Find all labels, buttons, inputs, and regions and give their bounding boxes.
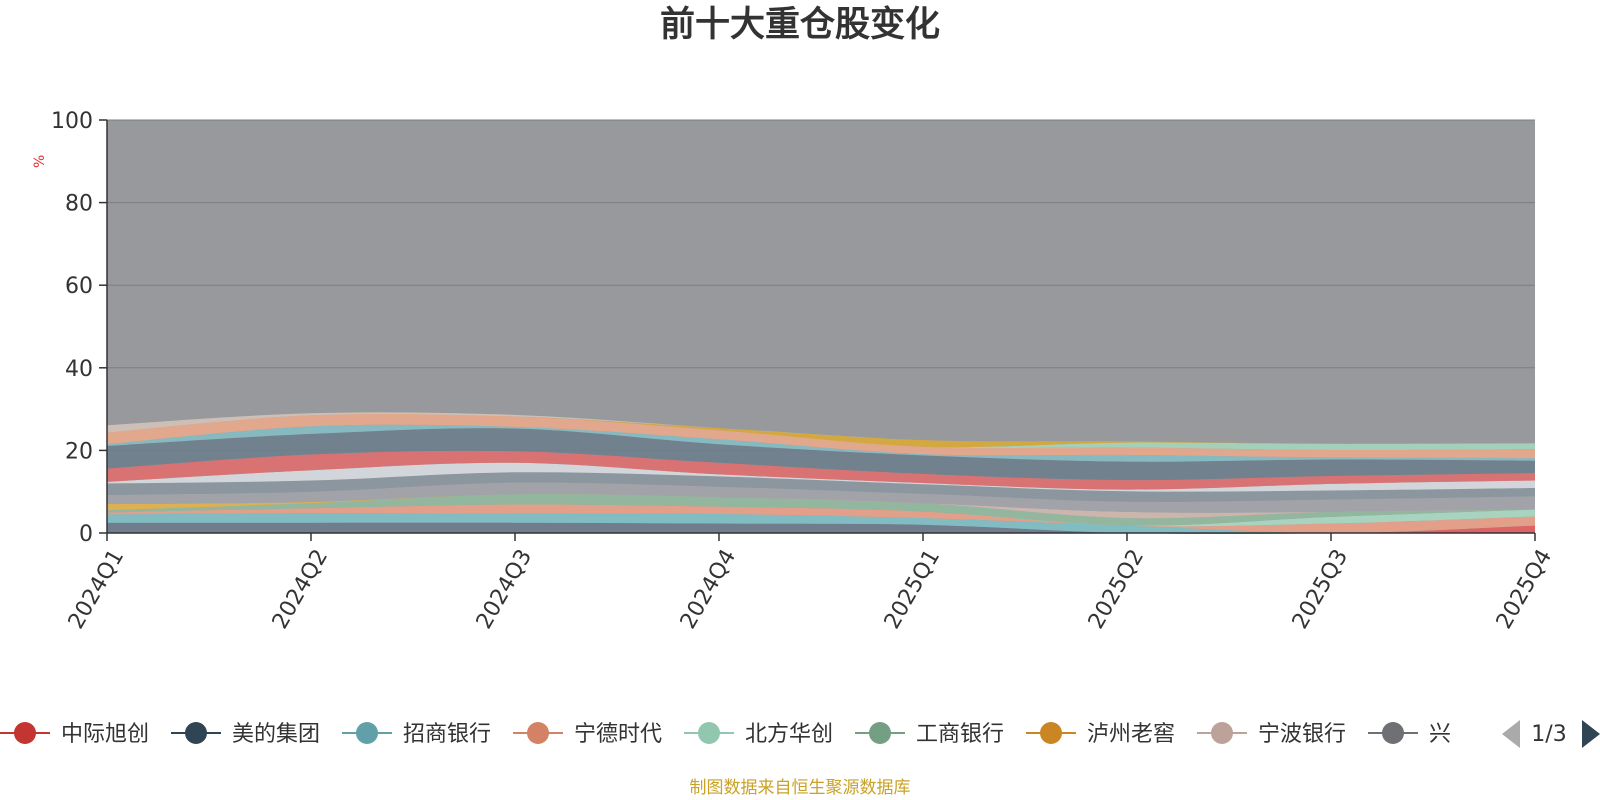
legend-prev-page-icon[interactable] (1502, 720, 1520, 748)
legend-item[interactable]: 工商银行 (855, 722, 1004, 747)
legend-dot-marker (356, 722, 378, 744)
legend-label: 工商银行 (916, 722, 1004, 747)
legend-item[interactable]: 宁波银行 (1197, 722, 1346, 747)
x-tick-label: 2025Q2 (1084, 545, 1149, 633)
area-series-17 (107, 413, 1535, 448)
x-tick-label: 2025Q1 (880, 545, 945, 633)
legend-label: 中际旭创 (61, 722, 149, 747)
legend-label: 招商银行 (403, 722, 491, 747)
legend-label: 宁波银行 (1258, 722, 1346, 747)
legend-page-indicator: 1/3 (1531, 722, 1566, 747)
legend-dot-marker (869, 722, 891, 744)
legend-item[interactable]: 泸州老窖 (1026, 722, 1175, 747)
y-axis-label: % (32, 155, 48, 168)
y-tick-label: 60 (65, 274, 93, 299)
legend-item[interactable]: 宁德时代 (513, 722, 662, 747)
legend: 中际旭创 美的集团 招商银行 宁德时代 北方华创 工商银行 泸州老窖 宁波银行 兴 (0, 722, 1451, 747)
legend-next-page-icon[interactable] (1582, 720, 1600, 748)
legend-dot-marker (698, 722, 720, 744)
area-series-13 (107, 428, 1535, 481)
y-tick-label: 0 (79, 522, 93, 547)
area-series-15 (107, 413, 1535, 459)
area-series-6 (107, 493, 1535, 526)
area-series-3 (107, 513, 1535, 534)
area-series-12 (107, 450, 1535, 490)
y-tick-label: 100 (51, 109, 93, 134)
x-tick-label: 2025Q4 (1492, 545, 1557, 633)
legend-dot-marker (527, 722, 549, 744)
legend-dot-marker (1040, 722, 1062, 744)
area-series-10 (107, 472, 1535, 502)
x-tick-label: 2024Q4 (676, 545, 741, 633)
area-series-11 (107, 462, 1535, 492)
y-tick-label: 20 (65, 439, 93, 464)
legend-label: 美的集团 (232, 722, 320, 747)
legend-dot-marker (185, 722, 207, 744)
legend-dot-marker (1211, 722, 1233, 744)
legend-pager[interactable]: 1/3 (1502, 720, 1600, 748)
area-series-2 (107, 522, 1535, 534)
legend-label: 北方华创 (745, 722, 833, 747)
legend-label: 宁德时代 (574, 722, 662, 747)
area-series-9 (107, 482, 1535, 513)
legend-item[interactable]: 北方华创 (684, 722, 833, 747)
y-tick-label: 40 (65, 357, 93, 382)
area-series-4 (107, 504, 1535, 533)
x-tick-label: 2024Q1 (64, 545, 129, 633)
area-series-16 (107, 413, 1535, 451)
legend-item[interactable]: 美的集团 (171, 722, 320, 747)
legend-dot-marker (1382, 722, 1404, 744)
legend-label: 泸州老窖 (1087, 722, 1175, 747)
chart-title: 前十大重仓股变化 (659, 5, 940, 45)
legend-item[interactable]: 兴 (1368, 722, 1451, 747)
x-tick-label: 2024Q2 (268, 545, 333, 633)
area-series-14 (107, 424, 1535, 462)
legend-item[interactable]: 中际旭创 (0, 722, 149, 747)
y-tick-label: 80 (65, 192, 93, 217)
x-tick-label: 2024Q3 (472, 545, 537, 633)
x-tick-label: 2025Q3 (1288, 545, 1353, 633)
legend-label: 兴 (1429, 722, 1451, 747)
source-note: 制图数据来自恒生聚源数据库 (689, 778, 911, 798)
legend-dot-marker (14, 722, 36, 744)
legend-item[interactable]: 招商银行 (342, 722, 491, 747)
